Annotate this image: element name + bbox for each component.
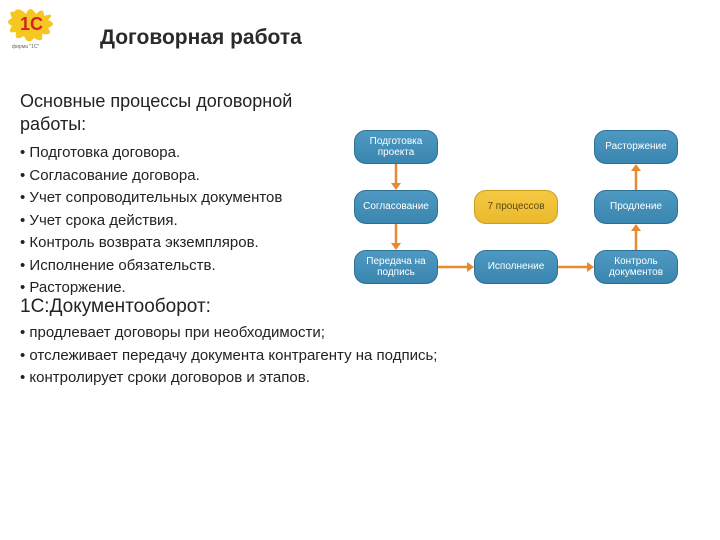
section-heading-processes: Основные процессы договорной работы: — [20, 90, 360, 135]
diagram-arrow — [438, 260, 474, 274]
process-list-item: Исполнение обязательств. — [20, 255, 282, 278]
diagram-node-n1: Подготовка проекта — [354, 130, 438, 164]
diagram-arrow — [629, 224, 643, 250]
feature-list: продлевает договоры при необходимости;от… — [20, 322, 460, 390]
diagram-node-n4: 7 процессов — [474, 190, 558, 224]
feature-list-item: отслеживает передачу документа контраген… — [20, 345, 460, 368]
page-title: Договорная работа — [100, 26, 302, 50]
diagram-arrow — [558, 260, 594, 274]
diagram-node-n2: Согласование — [354, 190, 438, 224]
process-list-item: Учет сопроводительных документов — [20, 187, 282, 210]
section-heading-product: 1С:Документооборот: — [20, 296, 211, 318]
feature-list-item: продлевает договоры при необходимости; — [20, 322, 460, 345]
diagram-node-n3: Передача на подпись — [354, 250, 438, 284]
process-list: Подготовка договора.Согласование договор… — [20, 142, 282, 300]
process-diagram: Подготовка проекта Согласование Передача н… — [354, 130, 714, 310]
process-list-item: Контроль возврата экземпляров. — [20, 232, 282, 255]
process-list-item: Учет срока действия. — [20, 210, 282, 233]
logo-1c: 1 C фирма "1С" — [6, 8, 60, 50]
diagram-arrow — [389, 164, 403, 190]
diagram-node-n5: Исполнение — [474, 250, 558, 284]
feature-list-item: контролирует сроки договоров и этапов. — [20, 367, 460, 390]
diagram-node-n7: Продление — [594, 190, 678, 224]
diagram-arrow — [629, 164, 643, 190]
logo-one: 1 — [20, 14, 30, 34]
diagram-node-n8: Контроль документов — [594, 250, 678, 284]
process-list-item: Согласование договора. — [20, 165, 282, 188]
logo-c: C — [30, 14, 43, 34]
logo-caption: фирма "1С" — [12, 44, 39, 50]
diagram-arrow — [389, 224, 403, 250]
process-list-item: Подготовка договора. — [20, 142, 282, 165]
diagram-node-n6: Расторжение — [594, 130, 678, 164]
